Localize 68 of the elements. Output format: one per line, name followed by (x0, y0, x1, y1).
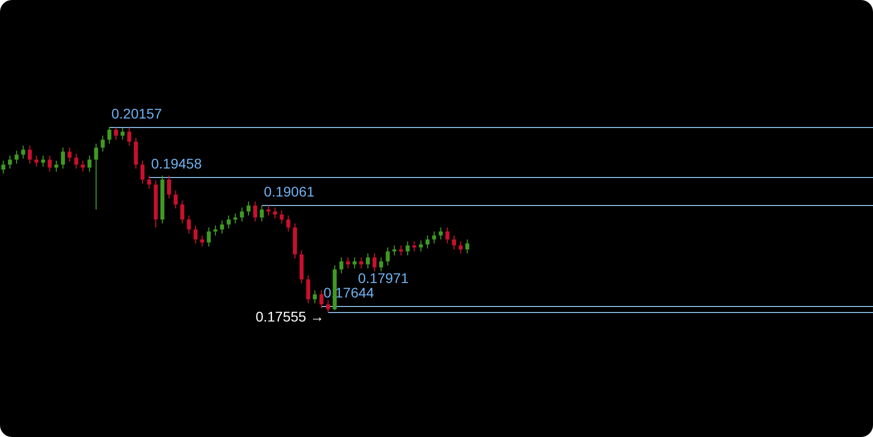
candlestick (134, 137, 138, 170)
candlestick (213, 224, 218, 236)
candlestick (326, 300, 330, 313)
candlestick (399, 244, 403, 256)
candlestick (167, 175, 172, 200)
candlestick (240, 207, 244, 222)
candlestick (200, 234, 204, 247)
candlestick (273, 207, 278, 219)
candlestick (8, 155, 12, 170)
candlestick (286, 215, 290, 232)
candlestick (68, 147, 72, 162)
candlestick (194, 224, 198, 244)
candlestick (220, 220, 224, 234)
candlestick (87, 155, 92, 172)
ref-line-label: 0.17555 → (256, 308, 324, 324)
candlestick (445, 226, 450, 244)
candlestick (14, 150, 19, 164)
candlestick (147, 175, 152, 190)
candlestick (266, 205, 270, 216)
candlestick (280, 210, 284, 224)
candlestick (366, 252, 370, 269)
candlestick (94, 143, 98, 210)
annotation: 0.17971 (358, 270, 409, 286)
candlestick (233, 213, 238, 224)
candlestick (392, 244, 396, 256)
candlestick (21, 145, 26, 160)
candlestick (346, 256, 350, 269)
candlestick (319, 290, 324, 309)
candlestick (438, 226, 443, 240)
candlestick (180, 200, 184, 224)
candlestick (41, 155, 46, 168)
candlestick (186, 215, 191, 234)
candlestick (372, 252, 376, 272)
candlestick (452, 234, 456, 250)
candlestick (260, 205, 264, 222)
candlestick (406, 240, 410, 256)
candlestick (379, 256, 384, 272)
candlestick (74, 153, 78, 170)
candlestick (246, 201, 251, 216)
candlestick (432, 230, 436, 244)
candlestick (140, 160, 144, 184)
candlestick (114, 127, 118, 140)
candlestick (253, 201, 258, 222)
candlestick (60, 147, 65, 170)
candlestick (174, 190, 178, 210)
candlestick (306, 274, 310, 304)
candlestick (80, 160, 85, 172)
ref-line-label: 0.19458 (151, 155, 202, 172)
candlestick (339, 256, 344, 274)
candlestick (458, 240, 463, 254)
candlestick (312, 290, 317, 304)
ref-line-label: 0.20157 (111, 105, 162, 122)
candlestick (418, 240, 423, 252)
candlestick (48, 155, 52, 172)
candlestick (107, 126, 112, 144)
candlestick (1, 160, 6, 174)
candlestick (206, 226, 211, 247)
candlestick (226, 215, 231, 229)
candlestick (54, 160, 58, 172)
candlestick (352, 256, 357, 269)
candlestick (120, 127, 125, 140)
candlestick (34, 155, 38, 168)
candlestick (426, 234, 430, 249)
candlestick (28, 145, 32, 164)
candlestick (100, 135, 105, 152)
ref-line-label: 0.19061 (264, 183, 315, 200)
candlestick (465, 238, 470, 254)
candlestick (359, 256, 364, 269)
